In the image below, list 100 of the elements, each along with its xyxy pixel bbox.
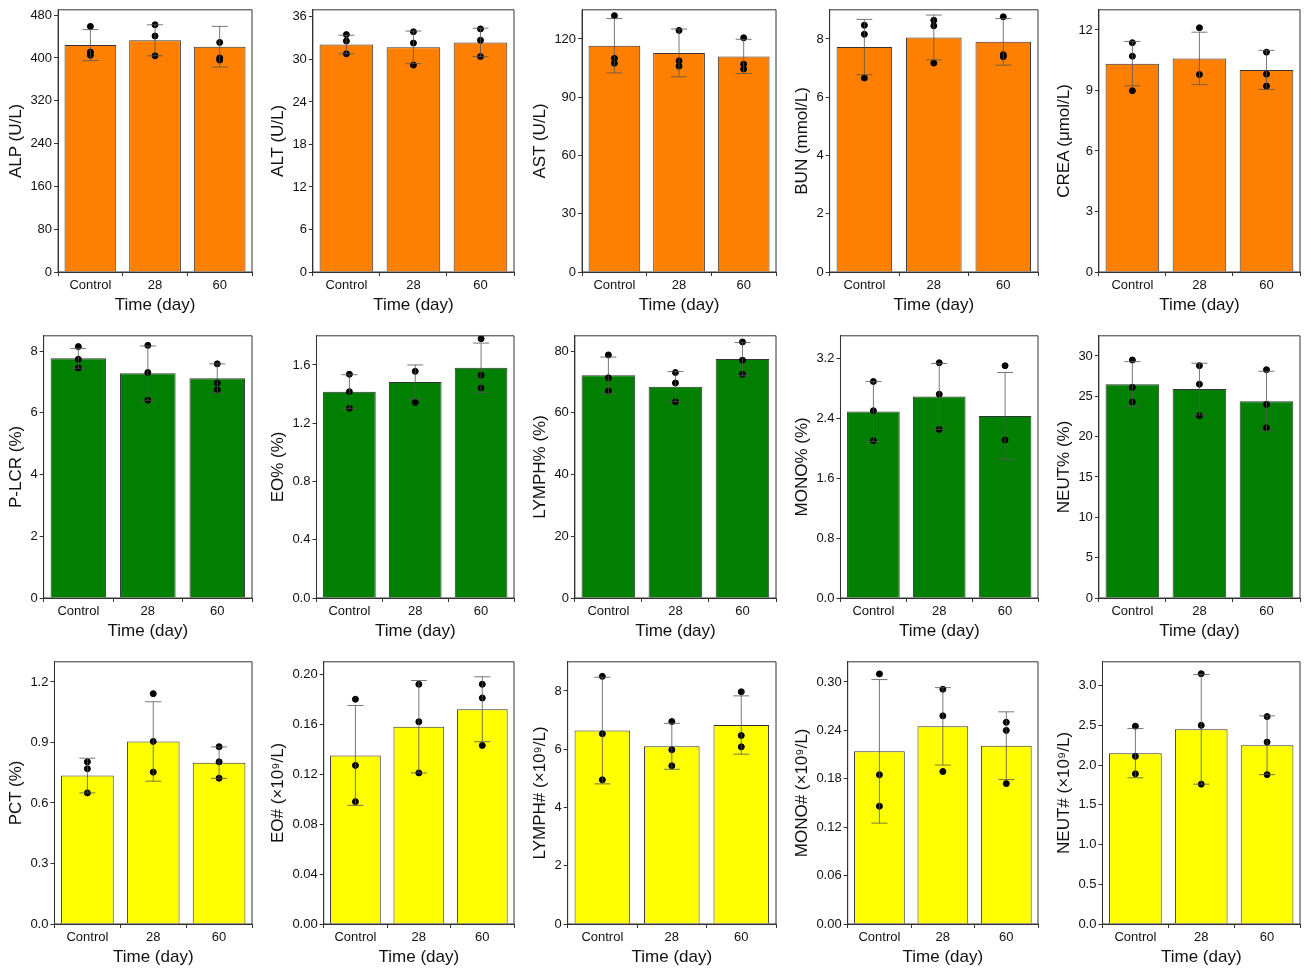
y-tick-label: 0.5	[1078, 875, 1097, 891]
y-tick-label: 0.00	[816, 915, 842, 931]
x-axis-title: Time (day)	[1159, 295, 1240, 315]
y-tick-label: 0	[554, 915, 562, 931]
y-axis-title: NEUT# (×10⁹/L)	[1053, 731, 1073, 854]
x-tick-label: Control	[334, 929, 377, 945]
x-axis-title: Time (day)	[638, 295, 720, 315]
y-tick-label: 3.2	[816, 349, 835, 365]
y-tick-label: 30	[292, 50, 307, 66]
y-tick-label: 4	[816, 147, 824, 163]
x-axis-title: Time (day)	[374, 621, 456, 641]
y-tick-label: 0.04	[292, 865, 318, 881]
x-tick-label: 60	[735, 603, 750, 619]
y-axis-title: MONO# (×10⁹/L)	[791, 728, 811, 858]
x-tick-label: 28	[411, 929, 427, 945]
y-axis-title: AST (U/L)	[529, 103, 549, 179]
y-tick-label: 2.0	[1078, 756, 1097, 772]
y-tick-label: 6	[299, 221, 307, 237]
y-tick-label: 0.0	[30, 915, 49, 931]
y-axis-title: ALT (U/L)	[267, 104, 287, 177]
y-axis-title: NEUT% (%)	[1053, 420, 1073, 514]
y-tick-label: 9	[1085, 82, 1093, 98]
y-axis-title: P-LCR (%)	[5, 425, 25, 508]
y-tick-label: 25	[1078, 387, 1093, 403]
y-axis-title: ALP (U/L)	[5, 103, 25, 179]
x-tick-label: Control	[66, 929, 109, 945]
y-axis-title: CREA (μmol/L)	[1053, 84, 1073, 198]
x-tick-label: 28	[147, 277, 163, 293]
x-tick-label: 28	[932, 603, 947, 619]
y-tick-label: 0.16	[292, 715, 318, 731]
x-tick-label: Control	[852, 603, 895, 619]
y-tick-label: 2	[554, 857, 562, 873]
x-tick-label: 60	[212, 277, 227, 293]
y-tick-label: 0.06	[816, 867, 842, 883]
y-tick-label: 20	[1078, 428, 1093, 444]
y-tick-label: 5	[1085, 549, 1093, 565]
y-tick-label: 0	[561, 589, 569, 605]
y-tick-label: 4	[554, 799, 562, 815]
x-tick-label: Control	[1114, 929, 1157, 945]
y-tick-label: 2	[816, 205, 824, 221]
y-tick-label: 400	[30, 49, 53, 65]
x-tick-label: 28	[926, 277, 942, 293]
y-tick-label: 36	[292, 8, 307, 24]
y-tick-label: 8	[30, 342, 38, 358]
y-tick-label: 120	[554, 30, 577, 46]
y-tick-label: 60	[554, 404, 569, 420]
x-tick-label: Control	[587, 603, 630, 619]
x-tick-label: 28	[140, 603, 156, 619]
x-tick-label: 28	[408, 603, 423, 619]
x-axis-title: Time (day)	[1159, 621, 1240, 641]
y-tick-label: 0	[1085, 263, 1093, 279]
x-axis-title: Time (day)	[114, 295, 196, 315]
x-tick-label: 60	[1259, 603, 1274, 619]
x-tick-label: 60	[1259, 929, 1275, 945]
x-tick-label: 28	[146, 929, 161, 945]
x-axis-title: Time (day)	[898, 621, 980, 641]
x-tick-label: 60	[734, 929, 749, 945]
y-tick-label: 0.8	[292, 473, 311, 489]
y-tick-label: 2.5	[1078, 716, 1097, 732]
x-axis-title: Time (day)	[373, 295, 454, 315]
y-axis-title: PCT (%)	[5, 760, 25, 826]
y-axis-title: LYMPH% (%)	[529, 415, 549, 519]
y-tick-label: 8	[554, 682, 562, 698]
x-tick-label: 28	[668, 603, 683, 619]
y-tick-label: 30	[561, 205, 577, 221]
y-tick-label: 90	[561, 88, 577, 104]
x-tick-label: Control	[69, 277, 112, 293]
y-tick-label: 12	[292, 178, 307, 194]
y-tick-label: 15	[1078, 468, 1093, 484]
y-tick-label: 8	[816, 30, 824, 46]
y-tick-label: 0.18	[816, 770, 842, 786]
y-tick-label: 30	[1078, 347, 1093, 363]
x-tick-label: Control	[593, 277, 636, 293]
x-axis-title: Time (day)	[1160, 947, 1242, 967]
y-tick-label: 0	[1085, 589, 1093, 605]
y-tick-label: 0.20	[292, 665, 318, 681]
y-tick-label: 0.3	[30, 855, 49, 871]
y-tick-label: 6	[1085, 142, 1093, 158]
x-tick-label: 60	[999, 929, 1014, 945]
y-tick-label: 0	[30, 589, 38, 605]
x-axis-title: Time (day)	[631, 947, 713, 967]
y-tick-label: 1.5	[1078, 796, 1097, 812]
y-tick-label: 0.08	[292, 815, 318, 831]
y-tick-label: 1.0	[1078, 836, 1097, 852]
y-tick-label: 0.9	[30, 734, 49, 750]
x-tick-label: 60	[1259, 277, 1274, 293]
y-tick-label: 6	[554, 740, 562, 756]
y-tick-label: 1.6	[816, 469, 835, 485]
y-tick-label: 1.6	[292, 356, 311, 372]
y-tick-label: 2.4	[816, 409, 835, 425]
x-tick-label: 60	[475, 929, 490, 945]
y-tick-label: 1.2	[292, 414, 311, 430]
y-axis-title: LYMPH# (×10⁹/L)	[529, 726, 549, 860]
y-tick-label: 6	[30, 404, 38, 420]
y-tick-label: 6	[816, 88, 824, 104]
y-tick-label: 480	[30, 6, 53, 22]
y-tick-label: 10	[1078, 508, 1093, 524]
x-tick-label: 60	[473, 277, 488, 293]
y-tick-label: 320	[30, 92, 53, 108]
x-tick-label: 28	[671, 277, 687, 293]
